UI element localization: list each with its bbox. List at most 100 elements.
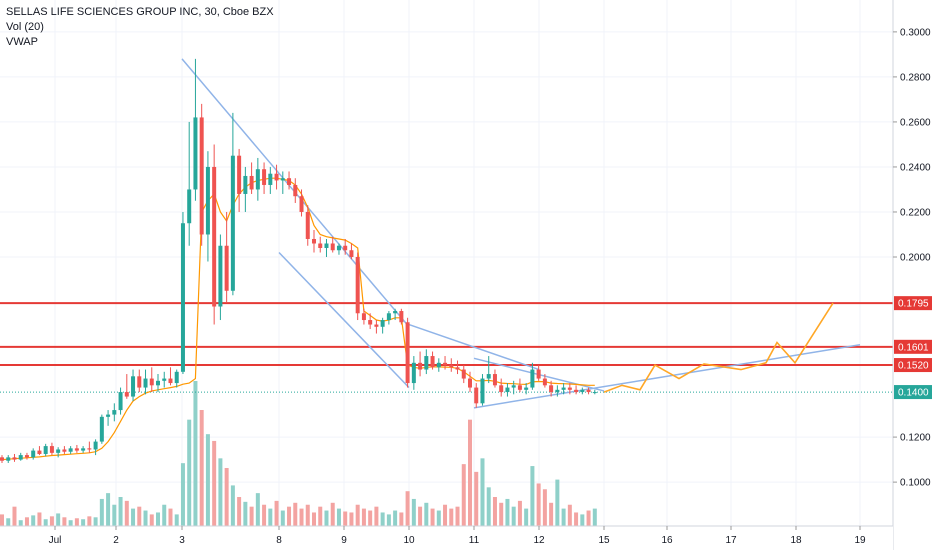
- chart-legend: SELLAS LIFE SCIENCES GROUP INC, 30, Cboe…: [6, 5, 274, 50]
- candle-body: [62, 449, 67, 452]
- volume-bars: [0, 381, 597, 526]
- volume-bar: [131, 508, 136, 526]
- volume-bar: [592, 508, 597, 526]
- candle-body: [106, 414, 111, 417]
- candle-body: [18, 455, 23, 460]
- volume-bar: [87, 516, 92, 526]
- candle-body: [336, 245, 341, 251]
- x-tick-label: 9: [341, 535, 347, 546]
- x-tick-label: Jul: [49, 535, 62, 546]
- volume-bar: [156, 512, 160, 526]
- trendline: [408, 323, 540, 371]
- volume-bar: [567, 504, 572, 526]
- vwap-indicator-label[interactable]: VWAP: [6, 36, 38, 48]
- candle-body: [280, 178, 285, 181]
- volume-bar: [49, 516, 54, 526]
- volume-bar: [555, 479, 560, 526]
- volume-bar: [62, 517, 67, 526]
- candle-body: [180, 223, 185, 372]
- candle-body: [361, 313, 366, 321]
- candles: [0, 58, 597, 463]
- volume-bar: [149, 514, 154, 526]
- volume-bar: [24, 517, 29, 526]
- volume-bar: [443, 504, 448, 526]
- candle-body: [586, 389, 591, 393]
- volume-bar: [180, 463, 185, 526]
- time-axis-bg: [0, 526, 893, 550]
- volume-bar: [355, 504, 360, 526]
- candle-body: [43, 446, 48, 454]
- volume-bar: [168, 508, 173, 526]
- volume-bar: [511, 506, 516, 526]
- candle-body: [131, 376, 136, 397]
- y-tick-label: 0.2000: [900, 252, 931, 263]
- volume-bar: [561, 508, 566, 526]
- x-tick-label: 12: [533, 535, 545, 546]
- candle-body: [305, 211, 310, 239]
- candle-body: [530, 369, 535, 388]
- volume-bar: [56, 513, 61, 526]
- x-tick-label: 10: [403, 535, 415, 546]
- candle-body: [193, 117, 198, 190]
- x-tick-label: 17: [725, 535, 737, 546]
- x-tick-label: 3: [179, 535, 185, 546]
- candle-body: [517, 385, 522, 390]
- candle-body: [299, 196, 304, 212]
- volume-bar: [199, 410, 204, 526]
- volume-bar: [137, 506, 142, 526]
- candle-body: [374, 324, 379, 327]
- volume-bar: [336, 508, 341, 526]
- volume-bar: [449, 508, 454, 526]
- candle-body: [592, 392, 597, 394]
- volume-bar: [106, 493, 111, 526]
- volume-bar: [174, 514, 179, 526]
- volume-bar: [162, 504, 167, 526]
- volume-bar: [517, 500, 522, 526]
- current-price-tag-bg: [894, 385, 932, 400]
- y-tick-label: 0.2600: [900, 117, 931, 128]
- volume-bar: [31, 515, 36, 526]
- volume-bar: [143, 510, 148, 526]
- price-axis[interactable]: 0.3000 0.2800 0.2600 0.2400 0.2200 0.2000 0.12…: [892, 0, 932, 550]
- candle-body: [287, 178, 292, 185]
- volume-bar: [374, 506, 379, 526]
- horizontal-levels[interactable]: [0, 302, 893, 393]
- candle-body: [405, 322, 410, 384]
- x-tick-label: 18: [790, 535, 802, 546]
- volume-bar: [486, 487, 491, 526]
- volume-bar: [399, 512, 404, 526]
- volume-bar: [212, 440, 217, 526]
- y-tick-label: 0.3000: [900, 27, 931, 38]
- volume-bar: [68, 520, 73, 526]
- candle-body: [468, 378, 472, 388]
- candle-body: [49, 446, 54, 453]
- volume-bar: [243, 501, 248, 526]
- volume-bar: [0, 514, 4, 526]
- trendlines[interactable]: [181, 58, 861, 409]
- candle-body: [168, 378, 173, 384]
- volume-bar: [205, 434, 210, 526]
- price-axis-bg: [893, 0, 932, 550]
- time-axis[interactable]: Jul 2 3 8 9 10 11 12 15 16 17 18 19: [0, 525, 893, 550]
- level-price-tag-bg: [894, 339, 932, 354]
- candle-body: [137, 376, 142, 388]
- candle-body: [12, 457, 17, 460]
- projection-path[interactable]: [603, 302, 834, 393]
- candle-body: [81, 448, 86, 451]
- volume-bar: [430, 508, 435, 526]
- candle-body: [480, 378, 485, 404]
- candle-body: [386, 313, 391, 321]
- candle-body: [243, 175, 248, 194]
- level-price-tag: 0.1520: [898, 361, 929, 372]
- candle-body: [549, 385, 554, 393]
- candle-body: [355, 256, 360, 314]
- candle-body: [0, 457, 4, 461]
- x-tick-label: 8: [276, 535, 282, 546]
- volume-indicator-label[interactable]: Vol (20): [6, 21, 44, 33]
- candle-body: [156, 380, 160, 386]
- symbol-title[interactable]: SELLAS LIFE SCIENCES GROUP INC, 30, Cboe…: [6, 6, 274, 18]
- candle-body: [368, 320, 373, 325]
- candle-body: [349, 250, 354, 257]
- y-tick-label: 0.2400: [900, 162, 931, 173]
